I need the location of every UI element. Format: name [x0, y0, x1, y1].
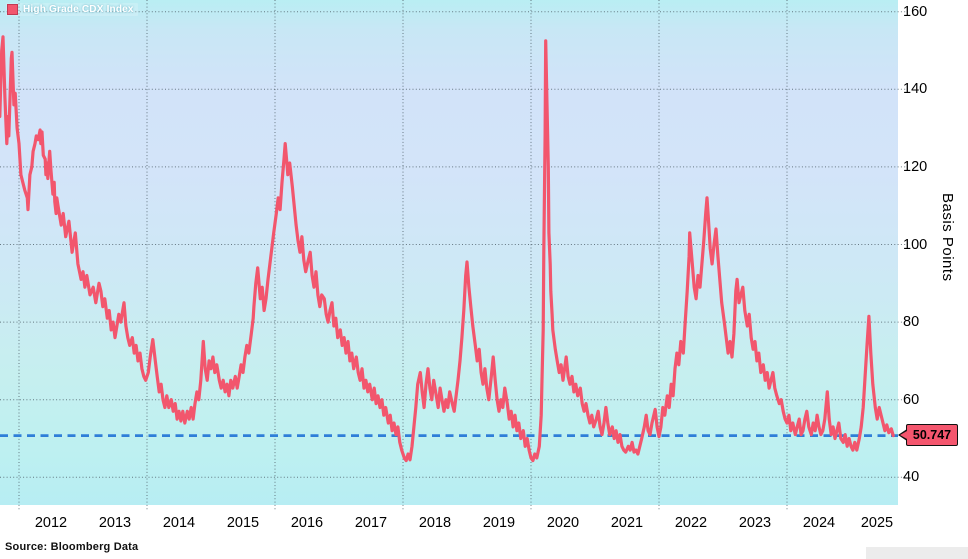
x-tick-label: 2018 [418, 515, 452, 531]
last-value-tag: 50.747 [898, 424, 958, 447]
x-tick-label: 2023 [738, 515, 772, 531]
legend-swatch-icon [7, 4, 18, 15]
legend-label: High Grade CDX Index [23, 4, 134, 15]
x-tick-label: 2020 [546, 515, 580, 531]
y-tick-label: 140 [903, 81, 928, 98]
x-tick-label: 2013 [98, 515, 132, 531]
x-tick-label: 2012 [34, 515, 68, 531]
plot-area [0, 0, 898, 505]
x-tick-label: 2024 [802, 515, 836, 531]
x-tick-label: 2016 [290, 515, 324, 531]
y-tick-label: 60 [903, 391, 920, 408]
watermark-box [866, 547, 968, 559]
source-text: Source: Bloomberg Data [5, 541, 139, 553]
y-axis-title: Basis Points [939, 193, 956, 282]
y-tick-label: 100 [903, 236, 928, 253]
last-value-text: 50.747 [912, 428, 952, 443]
x-tick-label: 2015 [226, 515, 260, 531]
y-tick-label: 40 [903, 469, 920, 486]
tag-arrow-icon [898, 429, 907, 442]
y-tick-label: 80 [903, 314, 920, 331]
x-tick-label: 2025 [860, 515, 894, 531]
x-tick-label: 2019 [482, 515, 516, 531]
x-tick-label: 2017 [354, 515, 388, 531]
cdx-index-line [0, 35, 895, 463]
x-tick-label: 2021 [610, 515, 644, 531]
y-tick-label: 160 [903, 3, 928, 20]
legend: High Grade CDX Index [6, 3, 138, 16]
y-tick-label: 120 [903, 158, 928, 175]
x-tick-label: 2022 [674, 515, 708, 531]
x-tick-label: 2014 [162, 515, 196, 531]
